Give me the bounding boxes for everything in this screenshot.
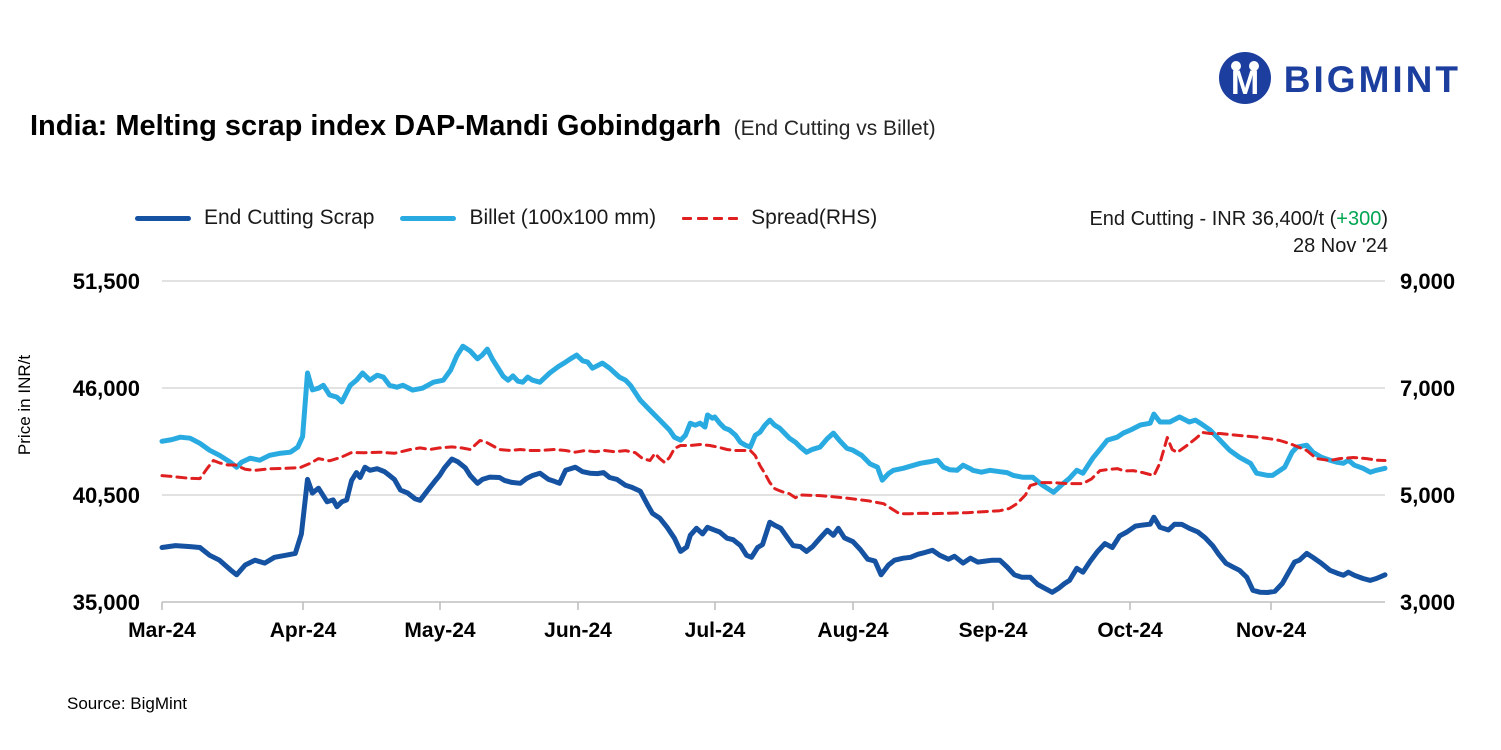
series-line-2 <box>160 431 1387 516</box>
x-axis-month-label: Sep-24 <box>959 619 1028 642</box>
page-subtitle: (End Cutting vs Billet) <box>733 117 936 140</box>
legend-item-billet: Billet (100x100 mm) <box>400 206 656 230</box>
y-right-tick-label: 3,000 <box>1400 590 1455 615</box>
x-axis-month-label: Apr-24 <box>270 619 337 642</box>
x-axis-month-label: Mar-24 <box>128 619 196 642</box>
latest-price-line: End Cutting - INR 36,400/t (+300) <box>1089 208 1388 230</box>
source-credit: Source: BigMint <box>67 694 187 713</box>
series-line-1 <box>159 343 1388 495</box>
y-right-tick-label: 9,000 <box>1400 269 1455 294</box>
y-left-tick-label: 40,500 <box>73 483 140 508</box>
end-cutting-line-swatch <box>135 215 191 221</box>
bigmint-logo-icon: M <box>1218 52 1271 104</box>
page-title: India: Melting scrap index DAP-Mandi Gob… <box>30 110 722 142</box>
y-right-tick-label: 7,000 <box>1400 376 1455 401</box>
y-left-tick-label: 35,000 <box>73 590 140 615</box>
x-axis-month-label: Jun-24 <box>544 619 612 642</box>
x-axis-month-label: Jul-24 <box>685 619 746 642</box>
spread-line-swatch <box>682 216 739 221</box>
y-right-tick-label: 5,000 <box>1400 483 1455 508</box>
bigmint-logo: M BIGMINT <box>1218 52 1461 108</box>
x-axis-month-label: Oct-24 <box>1097 619 1163 642</box>
annotation-date: 28 Nov '24 <box>1293 235 1388 257</box>
legend-label-spread: Spread(RHS) <box>751 206 878 229</box>
legend-item-spread: Spread(RHS) <box>682 206 877 230</box>
legend-label-billet: Billet (100x100 mm) <box>469 206 657 229</box>
legend-item-end-cutting: End Cutting Scrap <box>135 206 374 230</box>
y-left-tick-label: 46,000 <box>73 376 140 401</box>
latest-price-annotation: End Cutting - INR 36,400/t (+300) 28 Nov… <box>1089 206 1388 260</box>
x-axis-month-label: Nov-24 <box>1236 619 1306 642</box>
bigmint-logo-text: BIGMINT <box>1283 59 1461 100</box>
legend: End Cutting Scrap Billet (100x100 mm) Sp… <box>135 206 877 230</box>
y-left-tick-label: 51,500 <box>73 269 140 294</box>
x-axis-month-label: Aug-24 <box>817 619 888 642</box>
billet-line-swatch <box>400 215 457 221</box>
legend-label-end-cutting: End Cutting Scrap <box>204 206 375 229</box>
series-line-0 <box>159 456 1388 595</box>
x-axis-month-label: May-24 <box>404 619 476 642</box>
price-change-value: +300 <box>1336 208 1382 230</box>
y-axis-title: Price in INR/t <box>15 355 34 455</box>
chart-header: India: Melting scrap index DAP-Mandi Gob… <box>30 110 936 143</box>
